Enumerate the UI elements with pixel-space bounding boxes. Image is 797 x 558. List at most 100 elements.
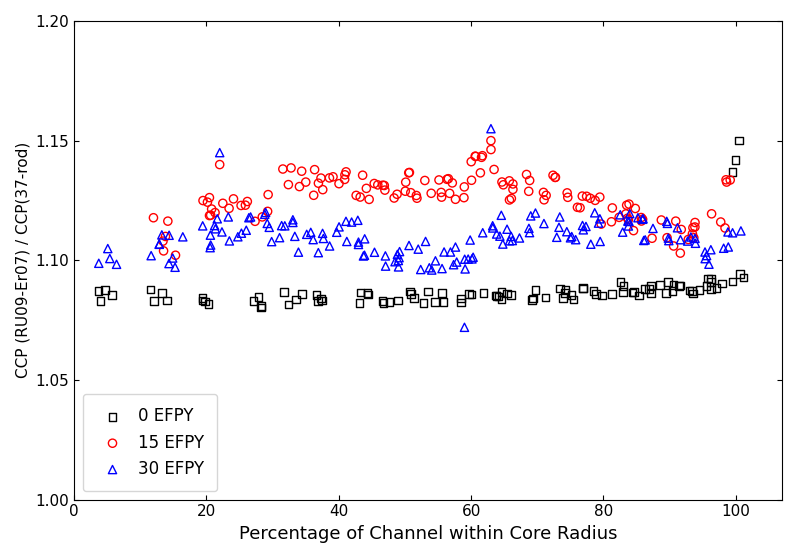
0 EFPY xyxy=(490,292,503,301)
15 EFPY xyxy=(636,215,649,224)
0 EFPY xyxy=(732,136,745,145)
0 EFPY xyxy=(310,291,323,300)
30 EFPY xyxy=(223,237,236,246)
30 EFPY xyxy=(204,230,217,239)
30 EFPY xyxy=(351,216,364,225)
30 EFPY xyxy=(661,217,673,226)
15 EFPY xyxy=(363,195,375,204)
0 EFPY xyxy=(734,270,747,278)
15 EFPY xyxy=(312,179,325,187)
0 EFPY xyxy=(645,281,658,290)
30 EFPY xyxy=(258,210,271,219)
30 EFPY xyxy=(722,243,735,252)
15 EFPY xyxy=(622,214,634,223)
30 EFPY xyxy=(486,224,499,233)
15 EFPY xyxy=(159,232,172,241)
30 EFPY xyxy=(461,254,474,263)
15 EFPY xyxy=(162,217,175,225)
30 EFPY xyxy=(584,240,597,249)
15 EFPY xyxy=(719,224,732,233)
30 EFPY xyxy=(423,263,436,272)
15 EFPY xyxy=(537,188,550,197)
15 EFPY xyxy=(249,217,261,226)
0 EFPY xyxy=(198,297,211,306)
0 EFPY xyxy=(643,285,656,294)
15 EFPY xyxy=(315,174,328,182)
15 EFPY xyxy=(340,167,352,176)
15 EFPY xyxy=(296,167,308,176)
30 EFPY xyxy=(662,236,675,245)
30 EFPY xyxy=(699,254,712,263)
30 EFPY xyxy=(493,232,506,240)
30 EFPY xyxy=(513,233,526,242)
15 EFPY xyxy=(338,175,351,184)
30 EFPY xyxy=(176,232,189,241)
15 EFPY xyxy=(261,207,274,216)
30 EFPY xyxy=(104,254,116,263)
15 EFPY xyxy=(507,185,520,194)
0 EFPY xyxy=(587,287,600,296)
0 EFPY xyxy=(196,296,209,305)
30 EFPY xyxy=(735,227,748,235)
0 EFPY xyxy=(147,296,160,305)
30 EFPY xyxy=(259,208,272,217)
15 EFPY xyxy=(277,165,289,174)
15 EFPY xyxy=(646,234,658,243)
30 EFPY xyxy=(638,236,650,245)
0 EFPY xyxy=(617,282,630,291)
30 EFPY xyxy=(153,239,166,248)
0 EFPY xyxy=(417,299,430,307)
30 EFPY xyxy=(163,231,175,240)
15 EFPY xyxy=(549,173,562,182)
0 EFPY xyxy=(98,285,111,294)
15 EFPY xyxy=(606,204,618,213)
0 EFPY xyxy=(314,294,327,303)
30 EFPY xyxy=(564,233,577,242)
0 EFPY xyxy=(505,290,517,299)
30 EFPY xyxy=(324,242,336,251)
30 EFPY xyxy=(703,259,716,268)
15 EFPY xyxy=(285,163,297,172)
15 EFPY xyxy=(354,193,367,201)
15 EFPY xyxy=(388,194,401,203)
30 EFPY xyxy=(244,213,257,222)
30 EFPY xyxy=(393,253,406,262)
15 EFPY xyxy=(201,198,214,206)
30 EFPY xyxy=(467,253,480,262)
0 EFPY xyxy=(477,288,489,297)
30 EFPY xyxy=(379,252,392,261)
15 EFPY xyxy=(720,175,732,184)
15 EFPY xyxy=(613,213,626,222)
0 EFPY xyxy=(455,298,468,307)
0 EFPY xyxy=(155,288,168,297)
30 EFPY xyxy=(614,210,626,219)
30 EFPY xyxy=(426,266,438,275)
15 EFPY xyxy=(724,176,736,185)
0 EFPY xyxy=(577,284,590,293)
30 EFPY xyxy=(699,248,712,257)
30 EFPY xyxy=(204,240,217,249)
15 EFPY xyxy=(465,157,477,166)
15 EFPY xyxy=(282,180,295,189)
15 EFPY xyxy=(404,188,417,197)
15 EFPY xyxy=(540,191,552,200)
30 EFPY xyxy=(671,223,684,232)
15 EFPY xyxy=(476,151,489,160)
15 EFPY xyxy=(156,237,169,246)
30 EFPY xyxy=(289,232,301,241)
30 EFPY xyxy=(717,244,730,253)
Y-axis label: CCP (RU09-Er07) / CCP(37-rod): CCP (RU09-Er07) / CCP(37-rod) xyxy=(15,142,30,378)
30 EFPY xyxy=(368,248,381,257)
30 EFPY xyxy=(317,234,330,243)
15 EFPY xyxy=(443,189,456,198)
0 EFPY xyxy=(462,290,475,299)
0 EFPY xyxy=(493,292,505,301)
0 EFPY xyxy=(353,299,366,307)
30 EFPY xyxy=(414,265,427,274)
15 EFPY xyxy=(705,209,718,218)
30 EFPY xyxy=(622,217,634,225)
30 EFPY xyxy=(646,224,659,233)
0 EFPY xyxy=(559,288,571,297)
30 EFPY xyxy=(155,230,168,239)
0 EFPY xyxy=(255,303,268,312)
